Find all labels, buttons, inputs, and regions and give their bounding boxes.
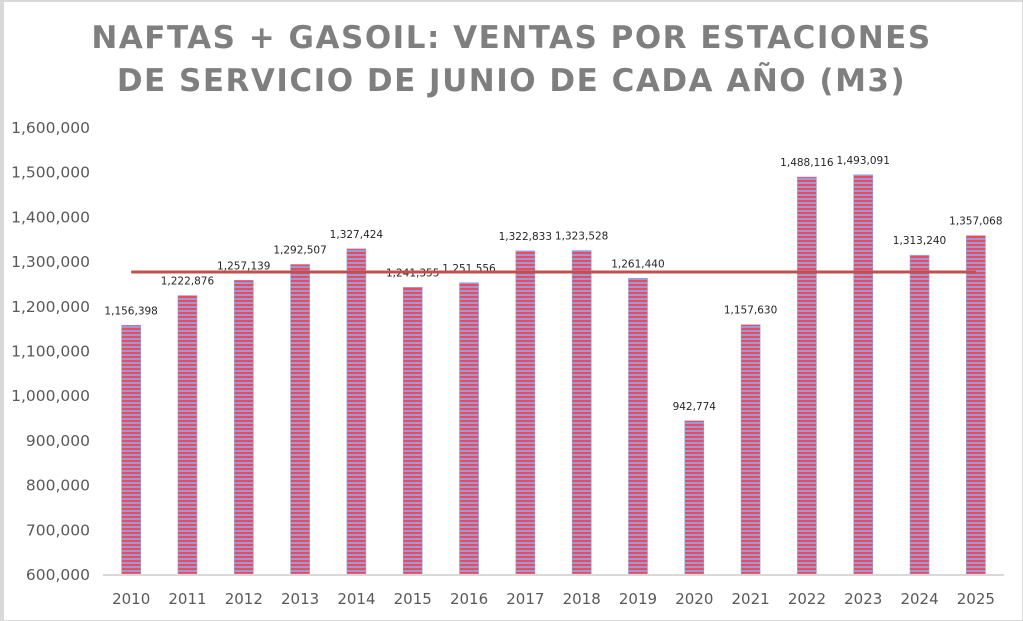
- y-tick-label: 800,000: [26, 477, 90, 495]
- data-label: 1,261,440: [611, 258, 664, 270]
- x-tick-label: 2018: [563, 590, 601, 608]
- x-tick-label: 2024: [900, 590, 938, 608]
- bar-2019: [628, 278, 648, 575]
- data-label: 1,323,528: [555, 231, 608, 243]
- x-tick-label: 2023: [844, 590, 882, 608]
- data-label: 1,222,876: [161, 276, 215, 288]
- bar-2025: [966, 235, 986, 575]
- y-tick-label: 600,000: [26, 566, 90, 584]
- chart-title-line-1: NAFTAS + GASOIL: VENTAS POR ESTACIONES: [91, 20, 932, 56]
- x-tick-label: 2022: [788, 590, 826, 608]
- bar-2011: [177, 295, 198, 575]
- data-label: 1,313,240: [893, 235, 946, 247]
- data-label: 1,322,833: [499, 231, 552, 243]
- data-label: 1,157,630: [724, 305, 777, 317]
- x-tick-label: 2017: [506, 590, 544, 608]
- x-tick-label: 2025: [957, 590, 995, 608]
- x-tick-label: 2012: [225, 590, 263, 608]
- y-tick-label: 1,300,000: [11, 253, 90, 271]
- y-tick-label: 1,000,000: [11, 387, 90, 405]
- bar-2017: [515, 250, 536, 575]
- x-tick-label: 2010: [112, 590, 150, 608]
- x-tick-label: 2019: [619, 590, 657, 608]
- data-label: 942,774: [673, 401, 717, 413]
- y-tick-label: 1,600,000: [11, 119, 90, 137]
- bar-2022: [797, 176, 817, 575]
- x-tick-label: 2020: [675, 590, 713, 608]
- bar-2020: [684, 420, 705, 575]
- bar-2023: [853, 174, 874, 575]
- x-tick-label: 2011: [168, 590, 206, 608]
- bar-2018: [571, 250, 592, 575]
- data-label: 1,493,091: [836, 155, 889, 167]
- data-label: 1,257,139: [217, 260, 270, 272]
- data-label: 1,156,398: [104, 305, 157, 317]
- bar-2024: [909, 254, 930, 575]
- x-tick-label: 2014: [337, 590, 375, 608]
- y-tick-label: 700,000: [26, 521, 90, 539]
- bar-2016: [459, 282, 479, 575]
- bar-2015: [402, 287, 423, 575]
- y-tick-label: 900,000: [26, 432, 90, 450]
- y-tick-label: 1,400,000: [11, 208, 90, 226]
- y-tick-label: 1,200,000: [11, 298, 90, 316]
- bar-2014: [346, 248, 367, 575]
- data-label: 1,357,068: [949, 216, 1002, 228]
- data-label: 1,327,424: [330, 229, 384, 241]
- bar-2021: [740, 324, 761, 575]
- bar-2012: [233, 279, 254, 575]
- y-tick-label: 1,500,000: [11, 164, 90, 182]
- bar-2013: [290, 264, 310, 575]
- data-label: 1,292,507: [273, 244, 326, 256]
- y-tick-label: 1,100,000: [11, 343, 90, 361]
- chart-title-line-2: DE SERVICIO DE JUNIO DE CADA AÑO (M3): [116, 63, 907, 99]
- x-tick-label: 2021: [732, 590, 770, 608]
- bar-2010: [121, 324, 141, 575]
- data-label: 1,488,116: [780, 157, 834, 169]
- x-tick-label: 2015: [394, 590, 432, 608]
- x-tick-label: 2016: [450, 590, 488, 608]
- x-tick-label: 2013: [281, 590, 319, 608]
